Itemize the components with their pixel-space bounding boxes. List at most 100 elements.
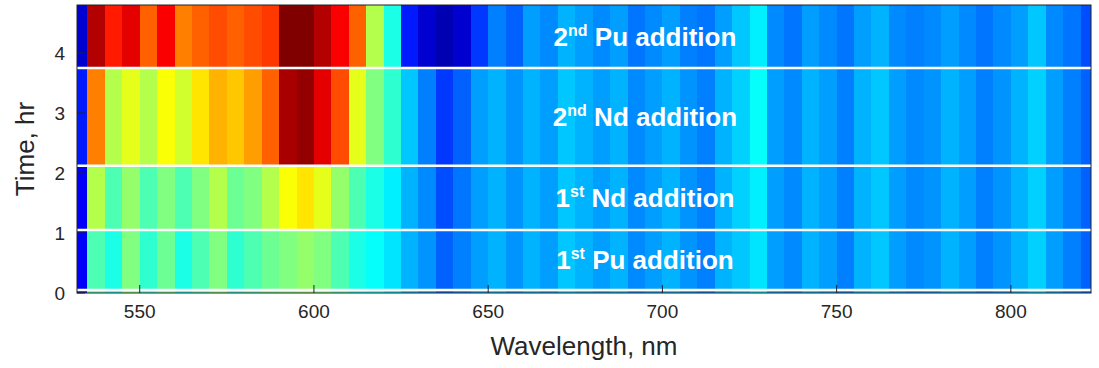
chart: 55060065070075080001234Wavelength, nmTim… — [0, 0, 1099, 368]
heat-cell — [349, 5, 367, 69]
heat-cell — [889, 166, 907, 231]
heat-cell — [1046, 5, 1064, 69]
y-tick-label: 1 — [54, 223, 65, 244]
heat-cell — [331, 68, 349, 166]
heat-cell — [802, 68, 820, 166]
heat-cell — [889, 68, 907, 166]
heat-cell — [331, 5, 349, 69]
heat-cell — [349, 166, 367, 231]
heat-cell — [209, 230, 227, 293]
heat-cell — [140, 166, 158, 231]
x-tick — [662, 285, 663, 293]
heat-cell — [941, 230, 959, 293]
heat-cell — [453, 68, 471, 166]
heat-cell — [784, 230, 802, 293]
heat-cell — [297, 5, 315, 69]
annotation-line — [77, 67, 1091, 70]
heat-cell — [227, 68, 245, 166]
heat-cell — [924, 5, 942, 69]
heat-cell — [732, 166, 750, 231]
heat-cell — [819, 166, 837, 231]
heat-cell — [1063, 5, 1081, 69]
y-tick-label: 2 — [54, 163, 65, 184]
heat-cell — [366, 230, 384, 293]
heat-cell — [993, 166, 1011, 231]
heat-cell — [436, 68, 454, 166]
heat-cell — [1011, 5, 1029, 69]
annotation-line — [77, 229, 1091, 232]
x-tick — [139, 285, 140, 293]
heat-cell — [1028, 230, 1046, 293]
heat-cell — [227, 166, 245, 231]
heat-cell — [784, 5, 802, 69]
heat-cell — [401, 5, 419, 69]
annotation-label: 2nd Pu addition — [554, 22, 737, 52]
heat-cell — [802, 230, 820, 293]
heat-cell — [192, 5, 210, 69]
x-tick — [836, 285, 837, 293]
x-axis-title: Wavelength, nm — [491, 331, 678, 361]
heat-cell — [889, 230, 907, 293]
heat-cell — [1046, 166, 1064, 231]
heat-cell — [87, 5, 105, 69]
x-tick-label: 800 — [995, 301, 1027, 322]
heat-cell — [244, 68, 262, 166]
heat-cell — [105, 5, 123, 69]
heat-cell — [175, 5, 193, 69]
heat-cell — [331, 166, 349, 231]
heat-cell — [819, 5, 837, 69]
heat-cell — [297, 166, 315, 231]
y-tick — [77, 233, 85, 234]
heat-cell — [401, 166, 419, 231]
heat-cell — [262, 68, 280, 166]
heat-cell — [279, 5, 297, 69]
heat-cell — [209, 166, 227, 231]
heat-cell — [384, 5, 402, 69]
heat-cell — [523, 68, 541, 166]
heat-cell — [1063, 166, 1081, 231]
heat-cell — [941, 68, 959, 166]
heat-cell — [122, 68, 140, 166]
heat-cell — [436, 230, 454, 293]
heat-cell — [976, 230, 994, 293]
heat-cell — [77, 166, 88, 231]
heat-cell — [1046, 68, 1064, 166]
heat-cell — [941, 166, 959, 231]
y-tick — [77, 53, 85, 54]
y-tick-label: 4 — [54, 43, 65, 64]
heat-cell — [854, 230, 872, 293]
heat-cell — [506, 5, 524, 69]
heat-cell — [993, 68, 1011, 166]
heat-cell — [837, 230, 855, 293]
heat-cell — [854, 5, 872, 69]
heat-cell — [941, 5, 959, 69]
heat-cell — [227, 230, 245, 293]
heat-cell — [993, 5, 1011, 69]
heat-cell — [924, 230, 942, 293]
heat-cell — [488, 5, 506, 69]
heat-cell — [192, 230, 210, 293]
heat-cell — [262, 5, 280, 69]
annotation-label: 2nd Nd addition — [553, 102, 737, 132]
heat-cell — [488, 230, 506, 293]
heat-cell — [140, 5, 158, 69]
heat-cell — [279, 68, 297, 166]
heat-cell — [871, 230, 889, 293]
heat-cell — [976, 166, 994, 231]
cells — [77, 5, 1091, 293]
heat-cell — [906, 166, 924, 231]
heat-cell — [314, 230, 332, 293]
heat-cell — [175, 68, 193, 166]
heat-cell — [157, 68, 175, 166]
heat-cell — [993, 230, 1011, 293]
annotation-line — [77, 289, 1091, 292]
y-tick — [77, 293, 85, 294]
heat-cell — [314, 166, 332, 231]
heat-cell — [906, 68, 924, 166]
heat-cell — [401, 68, 419, 166]
heat-cell — [854, 68, 872, 166]
heat-cell — [157, 230, 175, 293]
x-tick — [313, 285, 314, 293]
annotation-label: 1st Nd addition — [556, 183, 735, 213]
heat-cell — [175, 230, 193, 293]
